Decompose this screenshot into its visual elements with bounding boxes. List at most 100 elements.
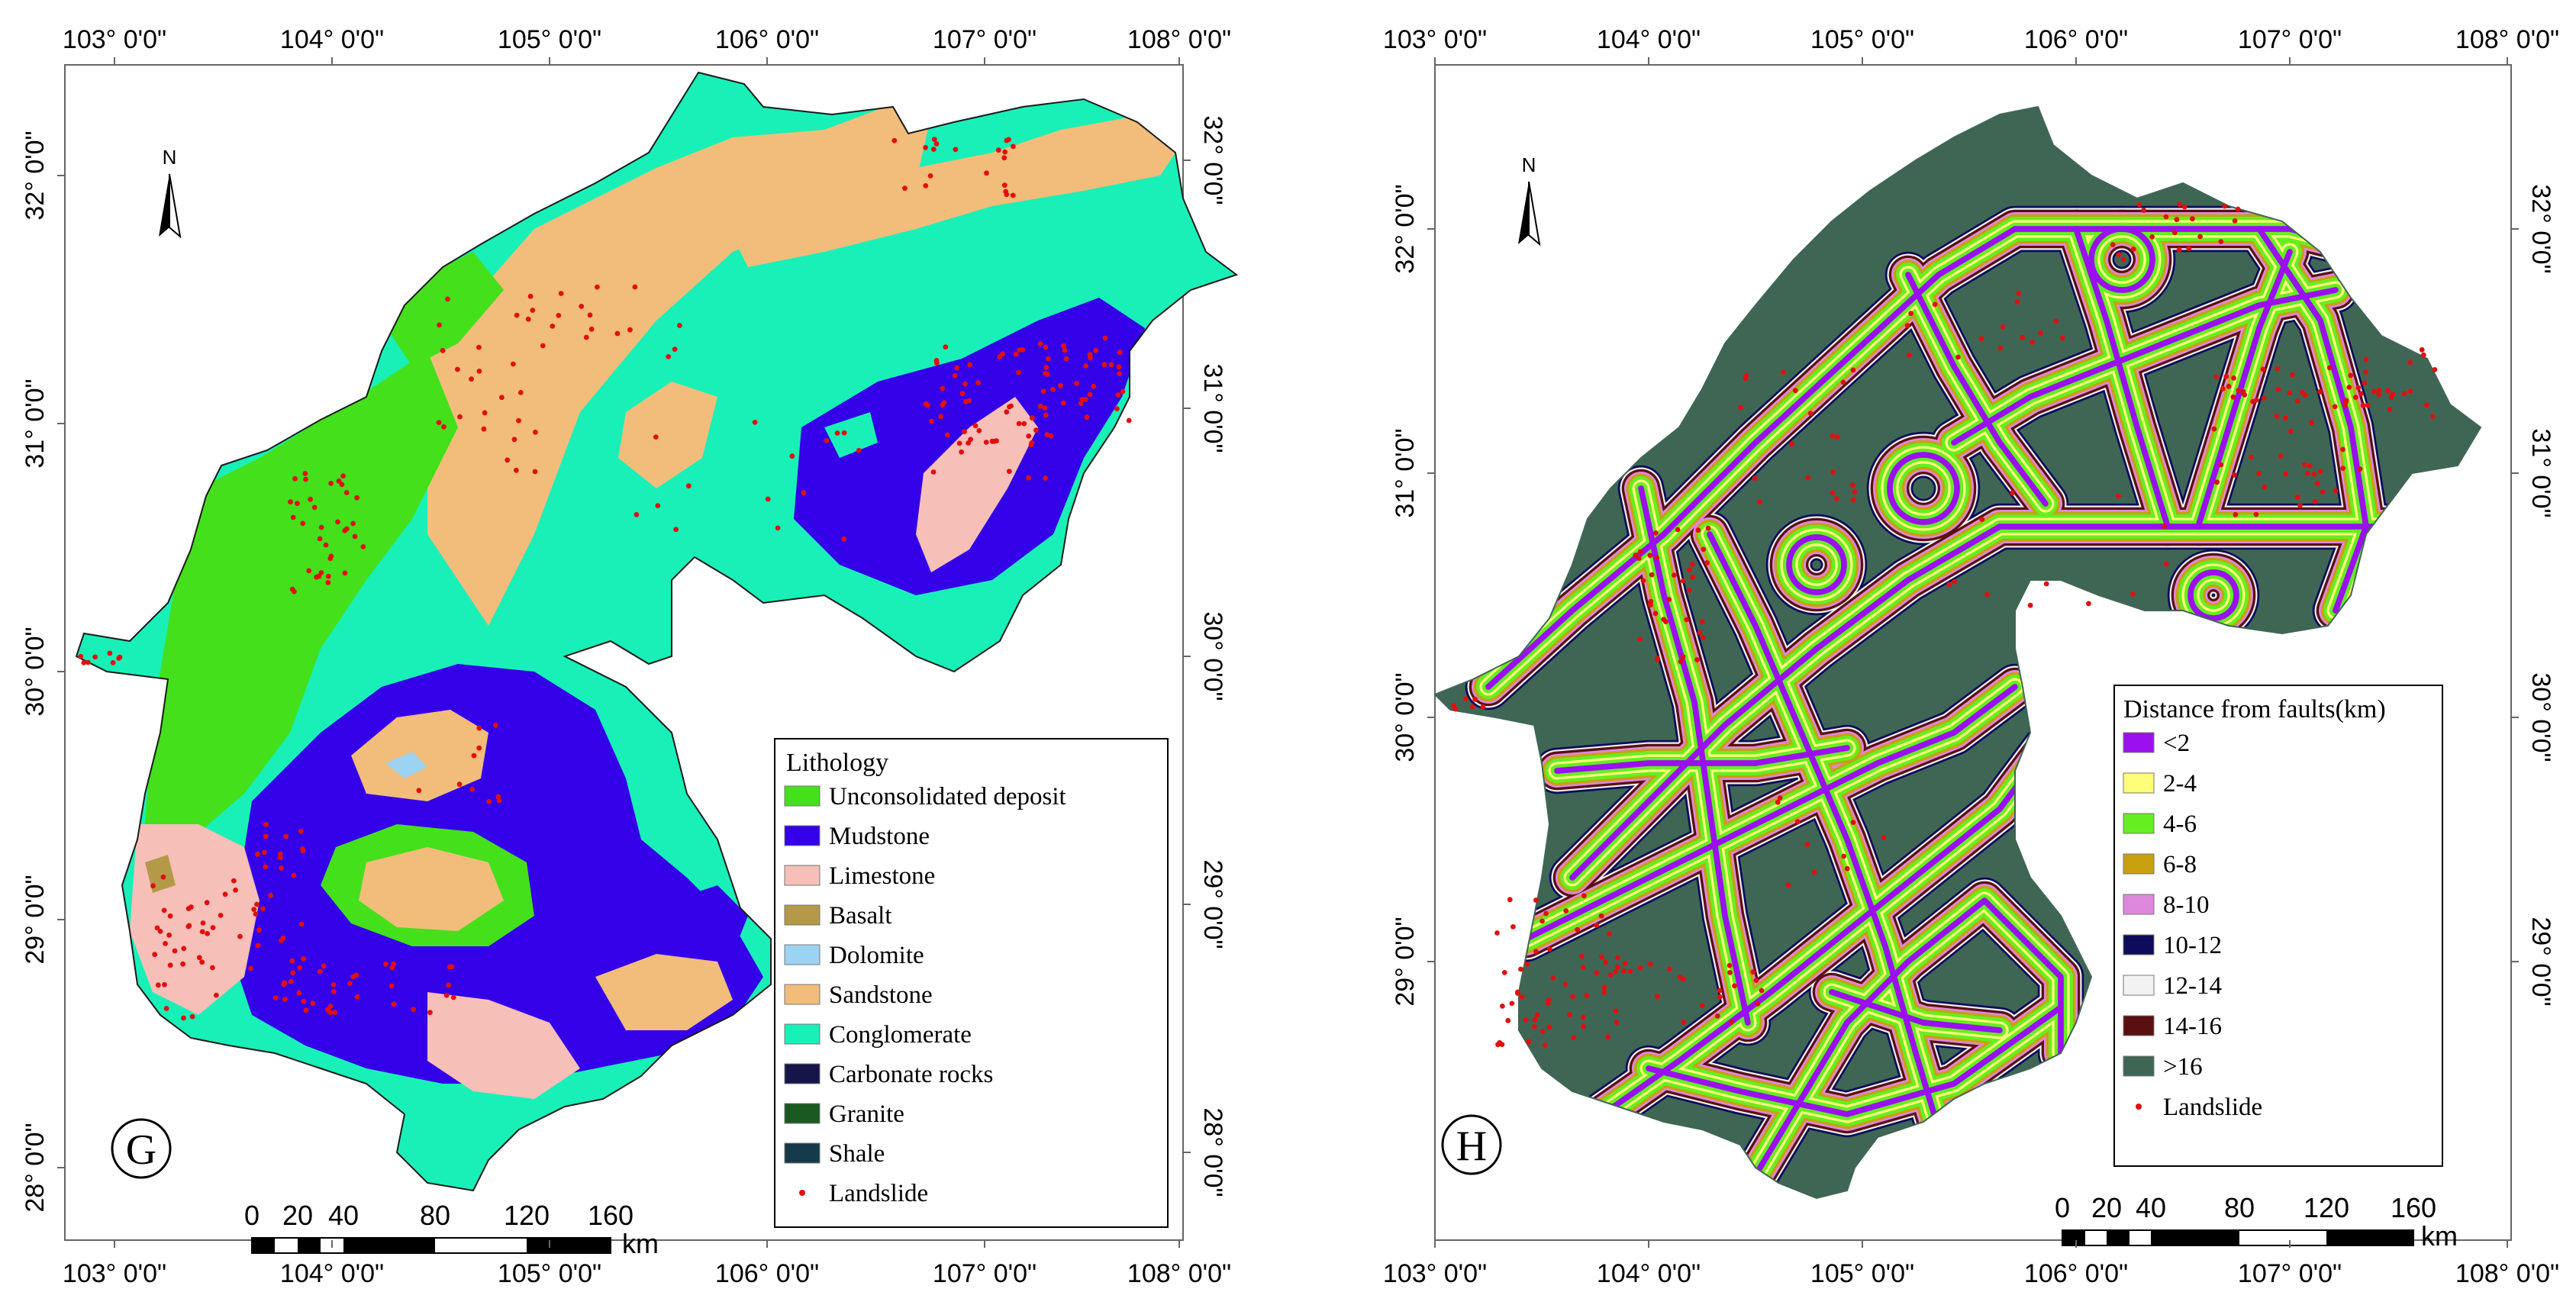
scale-label: 160 <box>2391 1192 2436 1223</box>
latitude-label: 32° 0'0" <box>2526 184 2555 273</box>
legend-swatch <box>2123 772 2155 794</box>
landslide-points-g <box>78 137 1132 1021</box>
latitude-label: 32° 0'0" <box>21 130 50 220</box>
study-area-outline-g <box>75 71 1239 1192</box>
latitude-label: 31° 0'0" <box>1198 363 1227 453</box>
legend-lithology: Lithology Unconsolidated deposit Mudstone… <box>774 738 1169 1228</box>
latitude-label: 32° 0'0" <box>1198 115 1227 205</box>
legend-item-label: <2 <box>2163 730 2190 757</box>
sandstone-south-ring <box>359 847 504 931</box>
graticule-labels-g: 103° 0'0" 104° 0'0" 105° 0'0" 106° 0'0" 107°… <box>21 25 1231 1288</box>
longitude-label: 105° 0'0" <box>1810 25 1914 54</box>
latitude-label: 30° 0'0" <box>1198 611 1227 701</box>
longitude-label: 106° 0'0" <box>715 1259 819 1288</box>
north-arrow-g: N <box>159 146 182 239</box>
latitude-label: 32° 0'0" <box>1391 184 1420 273</box>
legend-swatch <box>2123 975 2155 996</box>
sandstone-zone <box>427 107 931 626</box>
legend-swatch <box>784 1103 821 1124</box>
fault-buffers <box>1465 205 2466 1198</box>
legend-item-label: Mudstone <box>829 823 930 850</box>
legend-box <box>774 738 1169 1228</box>
latitude-label: 29° 0'0" <box>2526 917 2555 1006</box>
scale-label: 120 <box>504 1200 550 1231</box>
landslide-points-h <box>1450 201 2438 1048</box>
legend-item-label: Shale <box>829 1140 885 1168</box>
legend-item-label: Landslide <box>829 1180 928 1207</box>
legend-swatch <box>2123 894 2155 915</box>
legend-swatch <box>784 1063 821 1084</box>
scale-unit: km <box>2421 1220 2458 1252</box>
scale-bar-g: 0 20 40 80 120 160 km <box>244 1200 659 1259</box>
conglomerate-inlier <box>824 412 878 458</box>
scale-bar-h: 0 20 40 80 120 160 km <box>2055 1192 2458 1252</box>
latitude-label: 31° 0'0" <box>1391 428 1420 517</box>
legend-item-label: Granite <box>829 1100 904 1128</box>
legend-swatch <box>784 1142 821 1164</box>
longitude-label: 107° 0'0" <box>933 25 1037 54</box>
legend-item-label: Limestone <box>829 862 935 890</box>
landslide-symbol <box>2136 1104 2142 1110</box>
longitude-label: 108° 0'0" <box>2455 1259 2559 1288</box>
legend-swatch <box>2123 934 2155 955</box>
map-frame-h <box>1434 64 2512 1241</box>
scale-label: 20 <box>282 1200 313 1231</box>
longitude-label: 106° 0'0" <box>715 25 819 54</box>
scale-label: 160 <box>588 1200 634 1231</box>
legend-title: Lithology <box>786 749 888 777</box>
latitude-label: 30° 0'0" <box>2526 672 2555 762</box>
legend-item-label: 2-4 <box>2163 770 2197 798</box>
panel-letter-g: G <box>111 1118 172 1179</box>
scale-label: 40 <box>2136 1192 2166 1223</box>
latitude-label: 31° 0'0" <box>2526 428 2555 517</box>
scale-label: 0 <box>2055 1192 2070 1223</box>
legend-item-label: Sandstone <box>829 981 933 1009</box>
longitude-label: 108° 0'0" <box>1127 1259 1231 1288</box>
legend-item-label: 14-16 <box>2163 1013 2222 1040</box>
latitude-label: 28° 0'0" <box>1198 1107 1227 1197</box>
legend-swatch <box>784 904 821 926</box>
latitude-label: 29° 0'0" <box>1198 859 1227 949</box>
unconsolidated-deposit-west <box>145 351 458 839</box>
longitude-label: 107° 0'0" <box>2238 1259 2342 1288</box>
legend-swatch <box>784 785 821 807</box>
longitude-label: 103° 0'0" <box>1383 1259 1487 1288</box>
legend-item-label: Landslide <box>2163 1094 2262 1121</box>
legend-swatch <box>784 1023 821 1045</box>
longitude-label: 104° 0'0" <box>280 25 384 54</box>
longitude-label: 104° 0'0" <box>280 1259 384 1288</box>
latitude-label: 30° 0'0" <box>21 627 50 716</box>
latitude-label: 31° 0'0" <box>21 379 50 468</box>
longitude-label: 105° 0'0" <box>1810 1259 1914 1288</box>
dolomite-patch <box>385 752 427 778</box>
sandstone-south-core <box>351 710 488 801</box>
legend-item-label: Dolomite <box>829 942 924 969</box>
legend-item-label: 12-14 <box>2163 972 2222 1000</box>
panel-letter-h: H <box>1441 1114 1502 1175</box>
longitude-label: 108° 0'0" <box>1127 25 1231 54</box>
legend-swatch <box>2123 853 2155 875</box>
graticule-labels-h: 103° 0'0" 104° 0'0" 105° 0'0" 106° 0'0" 107°… <box>1383 25 2559 1288</box>
longitude-label: 103° 0'0" <box>63 25 166 54</box>
legend-swatch <box>2123 813 2155 834</box>
legend-item-label: 6-8 <box>2163 851 2197 878</box>
longitude-label: 106° 0'0" <box>2024 1259 2128 1288</box>
study-area-far-from-faults <box>1435 107 2481 1198</box>
sandstone-zone-ne <box>725 114 1191 267</box>
legend-swatch <box>784 825 821 846</box>
limestone-south <box>427 992 580 1099</box>
legend-title: Distance from faults(km) <box>2123 695 2386 723</box>
study-area-outline-h <box>1433 105 2482 1200</box>
legend-swatch <box>784 865 821 886</box>
longitude-label: 104° 0'0" <box>1597 1259 1701 1288</box>
latitude-label: 28° 0'0" <box>21 1123 50 1212</box>
limestone-northeast <box>916 397 1038 572</box>
north-arrow-h: N <box>1518 153 1541 246</box>
latitude-label: 29° 0'0" <box>1391 917 1420 1006</box>
svg-text:H: H <box>1456 1123 1487 1170</box>
legend-item-label: 10-12 <box>2163 932 2222 959</box>
panel-h: N H Distance from faults(km) <2 2-4 4-6 6-8… <box>1383 25 2559 1288</box>
sandstone-zone-c <box>618 382 717 488</box>
legend-item-label: Unconsolidated deposit <box>829 783 1066 810</box>
